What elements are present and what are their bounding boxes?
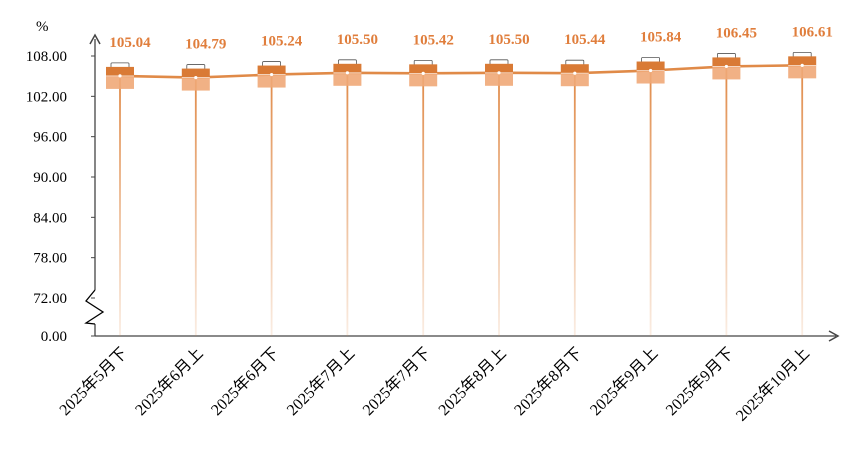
data-point-marker bbox=[106, 62, 134, 89]
data-point-marker bbox=[712, 53, 741, 80]
x-tick-label: 2025年6月上 bbox=[132, 344, 207, 419]
y-tick-label: 78.00 bbox=[33, 251, 67, 267]
drop-line bbox=[346, 72, 349, 337]
data-label: 105.50 bbox=[488, 32, 529, 48]
x-tick-label: 2025年7月下 bbox=[359, 344, 434, 419]
data-point-marker bbox=[333, 59, 362, 86]
data-label: 106.45 bbox=[716, 25, 757, 41]
drop-line bbox=[119, 75, 121, 337]
y-axis: 108.00 102.00 96.00 90.00 84.00 78.00 72.00 0.0… bbox=[26, 33, 105, 345]
data-label: 105.84 bbox=[640, 30, 682, 46]
drop-line bbox=[801, 65, 804, 337]
data-label: 105.24 bbox=[261, 34, 303, 50]
drop-lines bbox=[119, 65, 804, 337]
x-tick-label: 2025年8月下 bbox=[511, 344, 586, 419]
data-point-marker bbox=[788, 51, 817, 79]
drop-line bbox=[270, 74, 273, 336]
x-tick-label: 2025年9月下 bbox=[662, 344, 737, 419]
y-tick-label: 96.00 bbox=[33, 130, 67, 146]
category-labels: 2025年5月下 2025年6月上 2025年6月下 2025年7月上 2025年7月下… bbox=[56, 344, 813, 425]
x-tick-label: 2025年8月上 bbox=[435, 344, 510, 419]
data-label: 106.61 bbox=[792, 24, 833, 40]
x-tick-label: 2025年5月下 bbox=[56, 344, 131, 419]
data-point-marker bbox=[485, 59, 513, 86]
drop-line bbox=[573, 73, 576, 336]
y-tick-label: 102.00 bbox=[26, 89, 67, 105]
drop-line bbox=[194, 77, 197, 336]
drop-line bbox=[725, 66, 728, 337]
y-tick-label: 90.00 bbox=[33, 170, 67, 186]
markers bbox=[106, 51, 817, 91]
drop-line bbox=[498, 72, 500, 337]
y-tick-label: 84.00 bbox=[33, 210, 67, 226]
data-labels: 105.04 104.79 105.24 105.50 105.42 105.50 105.… bbox=[109, 24, 832, 52]
y-tick-label: 72.00 bbox=[33, 291, 67, 307]
data-point-marker bbox=[409, 59, 438, 87]
data-label: 105.42 bbox=[413, 32, 454, 48]
x-axis bbox=[95, 330, 840, 342]
drop-line bbox=[422, 73, 425, 337]
x-tick-label: 2025年6月下 bbox=[207, 344, 282, 419]
data-label: 105.44 bbox=[564, 32, 606, 48]
y-tick-label: 108.00 bbox=[26, 49, 67, 65]
y-axis-unit-label: % bbox=[36, 19, 49, 35]
axis-break-mark bbox=[84, 289, 105, 325]
x-tick-label: 2025年9月上 bbox=[586, 344, 661, 419]
data-point-marker bbox=[636, 57, 665, 84]
drop-line bbox=[649, 70, 652, 337]
data-point-marker bbox=[257, 61, 286, 88]
data-label: 105.04 bbox=[109, 35, 151, 51]
data-label: 105.50 bbox=[337, 32, 378, 48]
series-line-path bbox=[119, 64, 803, 79]
data-label: 104.79 bbox=[185, 37, 226, 53]
data-point-marker bbox=[560, 59, 589, 87]
y-tick-label: 0.00 bbox=[41, 329, 67, 345]
x-tick-label: 2025年10月上 bbox=[732, 344, 813, 425]
x-tick-label: 2025年7月上 bbox=[283, 344, 358, 419]
data-point-marker bbox=[181, 64, 210, 91]
x-axis-arrow bbox=[828, 330, 840, 342]
series-line bbox=[119, 64, 803, 79]
y-axis-arrow bbox=[89, 33, 101, 45]
